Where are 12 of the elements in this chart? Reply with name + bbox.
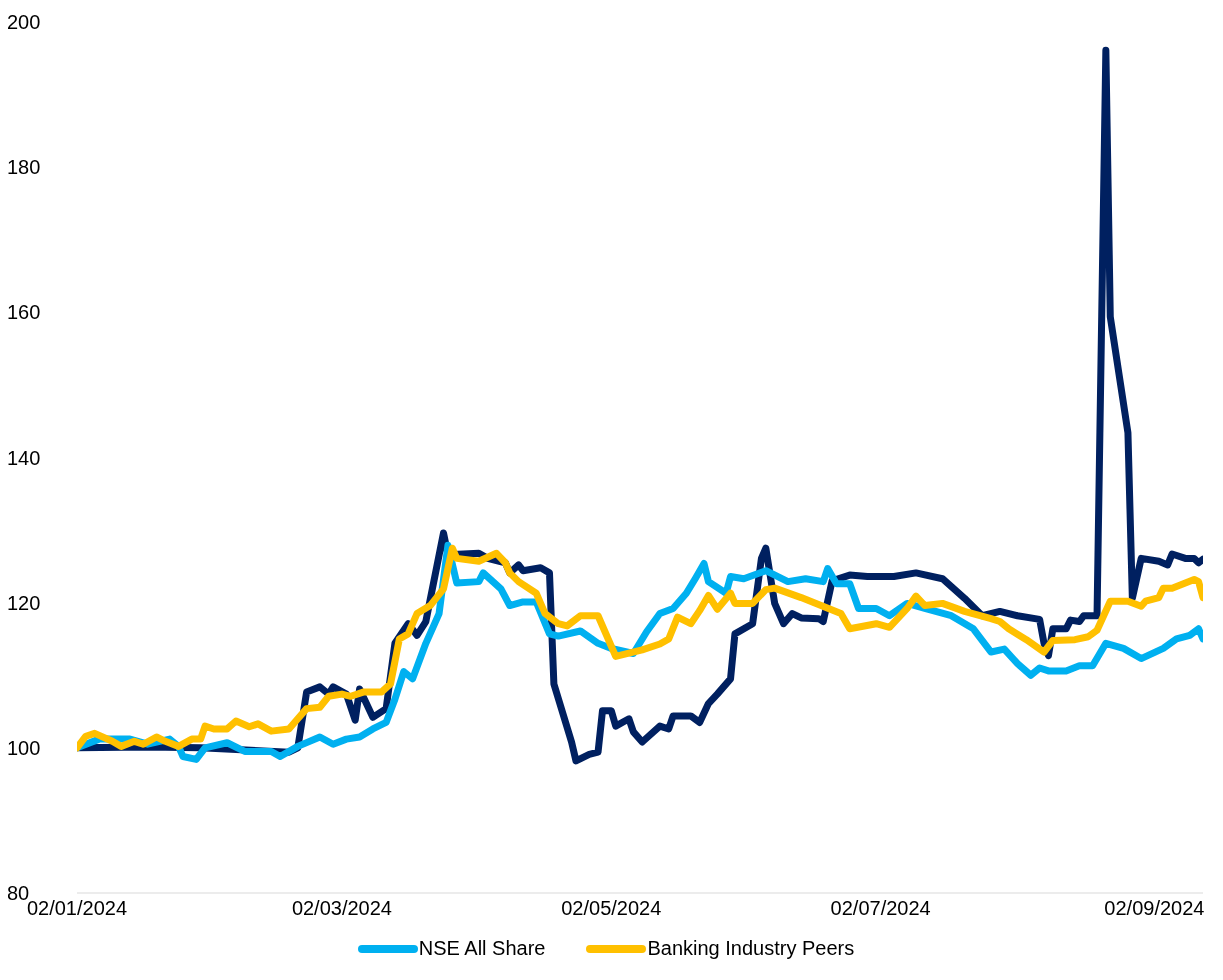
y-tick-label: 180 — [7, 156, 41, 179]
y-tick-label: 160 — [7, 301, 41, 324]
legend-label: NSE All Share — [418, 937, 546, 960]
y-tick-label: 120 — [7, 591, 41, 614]
legend-label: Banking Industry Peers — [647, 937, 855, 960]
y-tick-label: 200 — [7, 11, 41, 34]
y-tick-label: 100 — [7, 736, 41, 759]
x-tick-label: 02/03/2024 — [291, 897, 392, 920]
x-tick-label: 02/05/2024 — [561, 897, 662, 920]
x-tick-label: 02/09/2024 — [1104, 897, 1205, 920]
x-tick-label: 02/07/2024 — [830, 897, 931, 920]
y-tick-label: 140 — [7, 446, 41, 469]
